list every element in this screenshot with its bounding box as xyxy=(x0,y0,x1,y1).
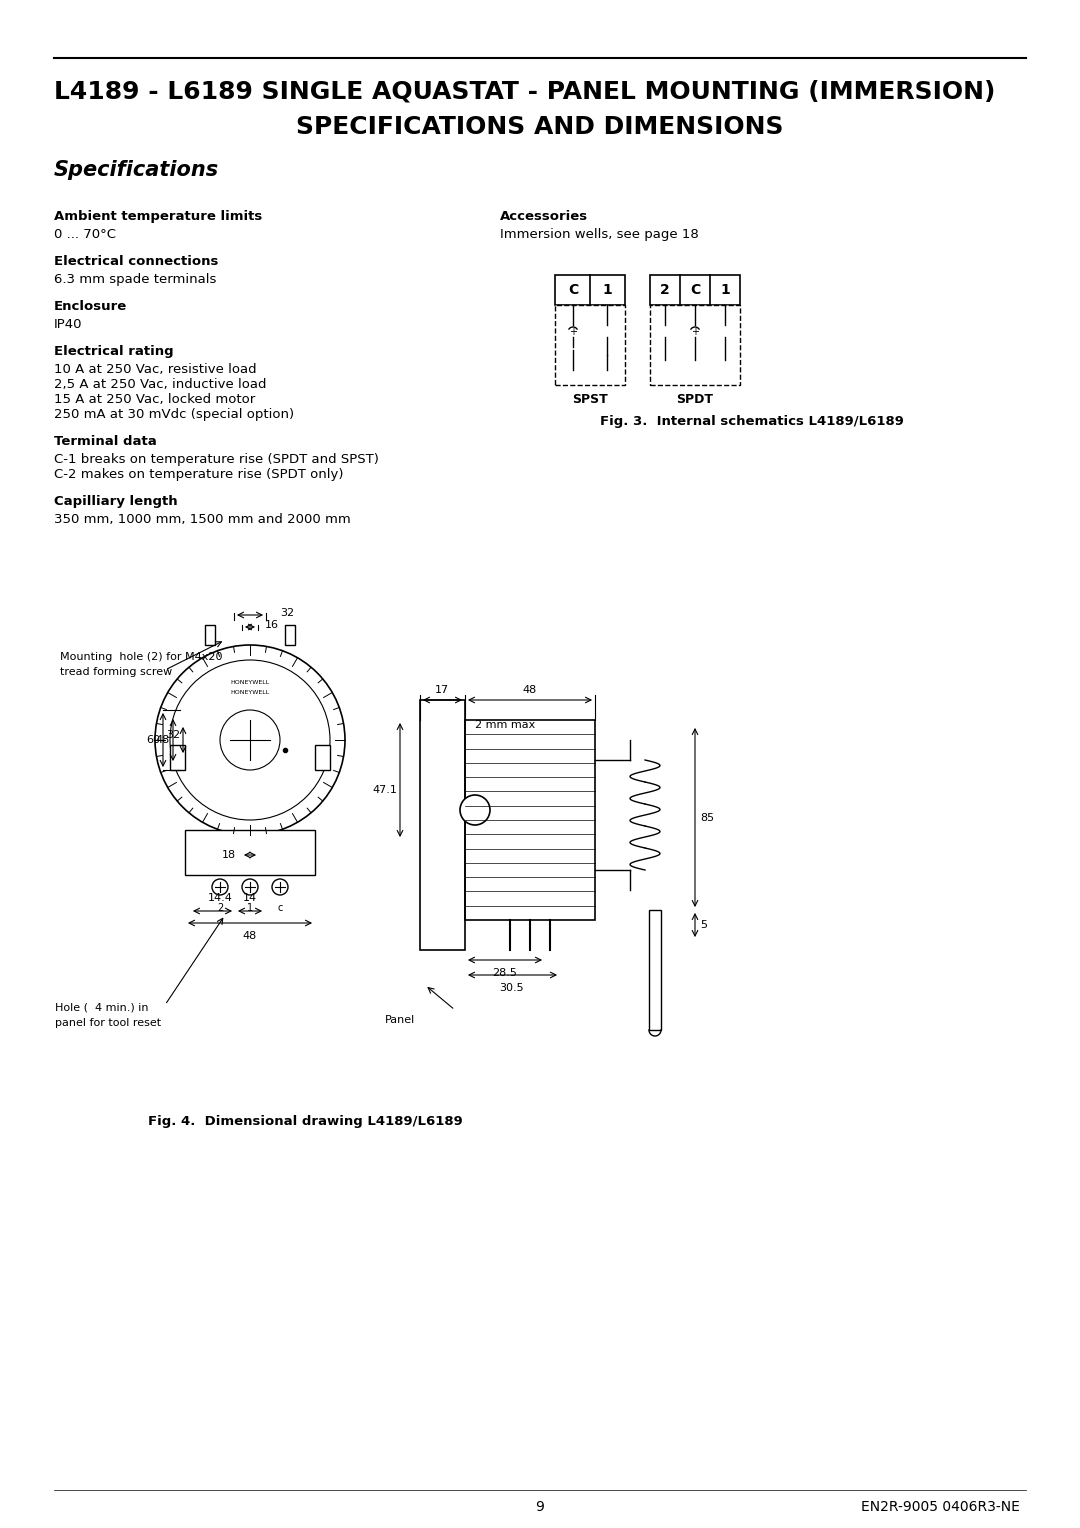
Text: Terminal data: Terminal data xyxy=(54,435,157,448)
Bar xyxy=(285,625,295,645)
Text: Electrical connections: Electrical connections xyxy=(54,255,218,267)
Text: 32: 32 xyxy=(166,730,180,740)
Text: 1: 1 xyxy=(247,903,253,914)
Text: 1: 1 xyxy=(603,283,612,296)
Text: 2: 2 xyxy=(660,283,670,296)
Text: 28.5: 28.5 xyxy=(492,969,517,978)
Text: 30.5: 30.5 xyxy=(500,983,524,993)
Text: SPST: SPST xyxy=(572,393,608,406)
Text: C-2 makes on temperature rise (SPDT only): C-2 makes on temperature rise (SPDT only… xyxy=(54,468,343,481)
Bar xyxy=(205,625,215,645)
Text: SPDT: SPDT xyxy=(676,393,714,406)
Text: IP40: IP40 xyxy=(54,318,82,332)
Circle shape xyxy=(242,879,258,895)
Text: 9: 9 xyxy=(536,1500,544,1514)
Text: c: c xyxy=(278,903,283,914)
Bar xyxy=(315,746,330,770)
Circle shape xyxy=(272,879,288,895)
Text: C: C xyxy=(690,283,700,296)
Text: L4189 - L6189 SINGLE AQUASTAT - PANEL MOUNTING (IMMERSION): L4189 - L6189 SINGLE AQUASTAT - PANEL MO… xyxy=(54,79,996,104)
Text: 1: 1 xyxy=(720,283,730,296)
Text: 18: 18 xyxy=(221,850,237,860)
Text: 32: 32 xyxy=(280,608,294,617)
Text: EN2R-9005 0406R3-NE: EN2R-9005 0406R3-NE xyxy=(861,1500,1020,1514)
Bar xyxy=(555,275,625,306)
Text: Accessories: Accessories xyxy=(500,209,589,223)
Bar xyxy=(465,720,595,920)
Text: 60: 60 xyxy=(146,735,160,746)
Text: 85: 85 xyxy=(700,813,714,824)
Text: SPECIFICATIONS AND DIMENSIONS: SPECIFICATIONS AND DIMENSIONS xyxy=(296,115,784,139)
Text: 15 A at 250 Vac, locked motor: 15 A at 250 Vac, locked motor xyxy=(54,393,255,406)
Text: C: C xyxy=(568,283,578,296)
Text: 48: 48 xyxy=(523,685,537,695)
Text: 14.4: 14.4 xyxy=(207,892,232,903)
Text: 0 ... 70°C: 0 ... 70°C xyxy=(54,228,116,241)
Text: 17: 17 xyxy=(435,685,449,695)
Text: Ambient temperature limits: Ambient temperature limits xyxy=(54,209,262,223)
Bar xyxy=(650,275,740,306)
Text: Enclosure: Enclosure xyxy=(54,299,127,313)
Text: Hole (  4 min.) in: Hole ( 4 min.) in xyxy=(55,1002,149,1013)
Text: Mounting  hole (2) for M4x20: Mounting hole (2) for M4x20 xyxy=(60,652,222,662)
Bar xyxy=(555,306,625,385)
Bar xyxy=(649,911,661,1030)
Bar xyxy=(650,306,740,385)
Bar xyxy=(185,830,315,876)
Text: Capilliary length: Capilliary length xyxy=(54,495,177,507)
Text: Fig. 4.  Dimensional drawing L4189/L6189: Fig. 4. Dimensional drawing L4189/L6189 xyxy=(148,1115,462,1128)
Text: Specifications: Specifications xyxy=(54,160,219,180)
Text: 6.3 mm spade terminals: 6.3 mm spade terminals xyxy=(54,274,216,286)
Text: 10 A at 250 Vac, resistive load: 10 A at 250 Vac, resistive load xyxy=(54,364,257,376)
Text: 48: 48 xyxy=(243,931,257,941)
Circle shape xyxy=(460,795,490,825)
Text: 2 mm max: 2 mm max xyxy=(475,720,536,730)
Text: Fig. 3.  Internal schematics L4189/L6189: Fig. 3. Internal schematics L4189/L6189 xyxy=(600,416,904,428)
Text: 14: 14 xyxy=(243,892,257,903)
Text: 250 mA at 30 mVdc (special option): 250 mA at 30 mVdc (special option) xyxy=(54,408,294,422)
Text: 47.1: 47.1 xyxy=(373,785,397,795)
Text: tread forming screw: tread forming screw xyxy=(60,668,172,677)
Text: panel for tool reset: panel for tool reset xyxy=(55,1018,161,1028)
Text: +: + xyxy=(569,327,577,338)
Text: 5: 5 xyxy=(700,920,707,931)
Text: C-1 breaks on temperature rise (SPDT and SPST): C-1 breaks on temperature rise (SPDT and… xyxy=(54,452,379,466)
Circle shape xyxy=(212,879,228,895)
Text: 16: 16 xyxy=(265,620,279,630)
Text: HONEYWELL: HONEYWELL xyxy=(230,689,270,695)
Text: 350 mm, 1000 mm, 1500 mm and 2000 mm: 350 mm, 1000 mm, 1500 mm and 2000 mm xyxy=(54,513,351,526)
Text: 2,5 A at 250 Vac, inductive load: 2,5 A at 250 Vac, inductive load xyxy=(54,377,267,391)
Bar xyxy=(170,746,185,770)
Text: +: + xyxy=(691,327,699,338)
Text: Panel: Panel xyxy=(384,1015,415,1025)
Text: HONEYWELL: HONEYWELL xyxy=(230,680,270,685)
Bar xyxy=(420,700,465,950)
Text: Immersion wells, see page 18: Immersion wells, see page 18 xyxy=(500,228,699,241)
Text: 48: 48 xyxy=(156,735,170,746)
Circle shape xyxy=(156,645,345,834)
Text: 2: 2 xyxy=(217,903,224,914)
Text: Electrical rating: Electrical rating xyxy=(54,345,174,358)
